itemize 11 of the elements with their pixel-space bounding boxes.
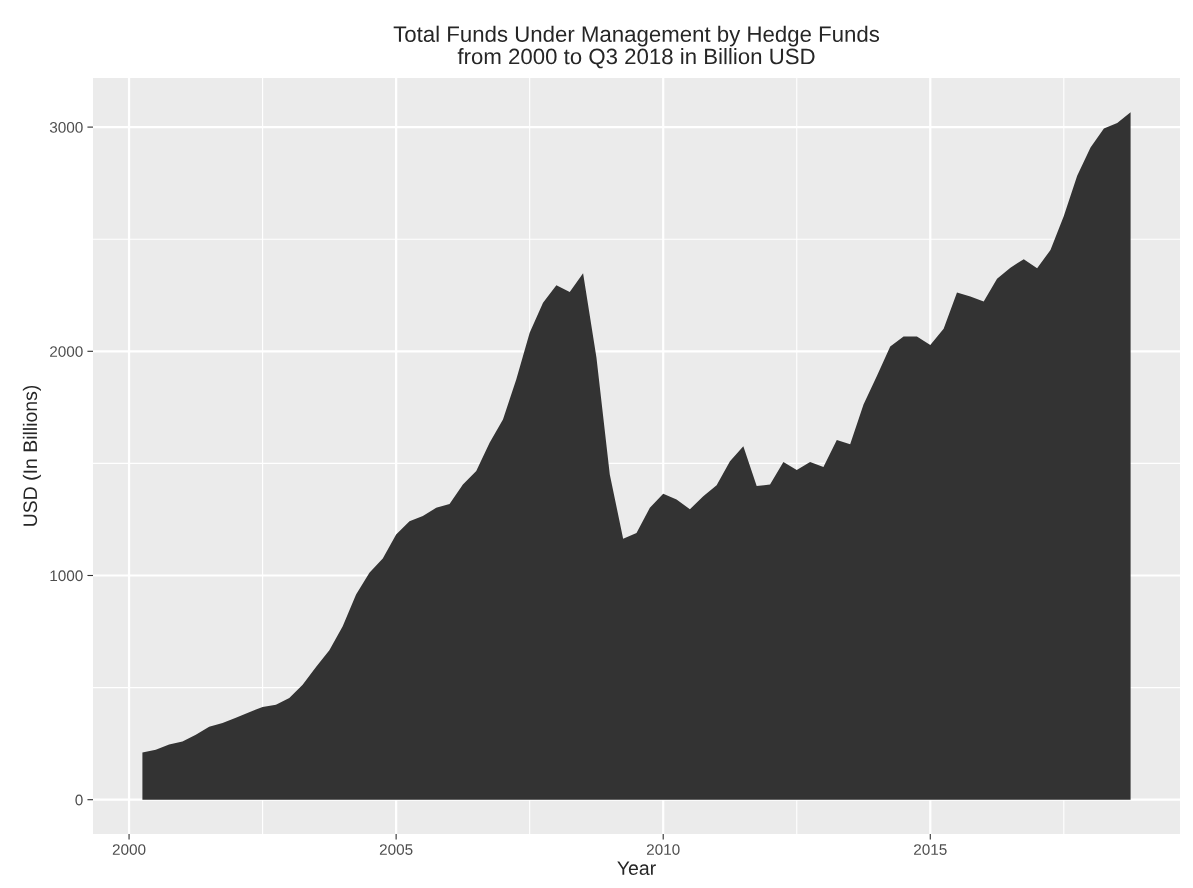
y-axis-title: USD (In Billions): [22, 385, 41, 526]
x-tick-label: 2000: [112, 844, 146, 855]
x-tick-label: 2015: [914, 844, 947, 855]
chart-title: Total Funds Under Management by Hedge Funds from 2000 to Q3 2018 in Billion USD: [393, 25, 880, 69]
y-tick-label: 1000: [50, 570, 83, 582]
y-tick-label: 2000: [50, 346, 83, 357]
y-tick-label: 3000: [49, 121, 83, 133]
x-tick-label: 2005: [379, 844, 413, 855]
x-axis-title: Year: [617, 861, 656, 876]
x-tick-label: 2010: [646, 844, 680, 855]
y-tick-label: 0: [75, 794, 83, 806]
